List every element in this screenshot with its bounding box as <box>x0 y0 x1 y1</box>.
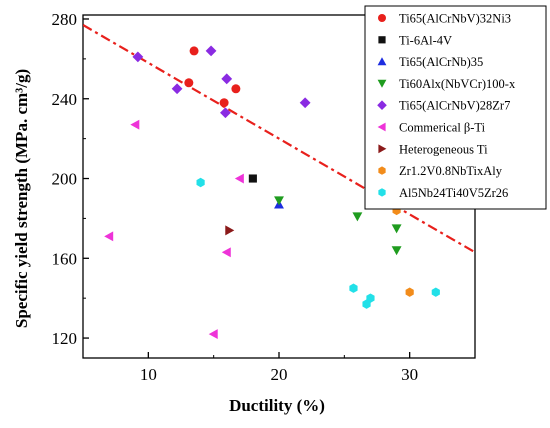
data-point <box>431 287 440 297</box>
data-point <box>171 83 183 95</box>
legend-marker <box>377 100 387 110</box>
data-point <box>299 97 311 109</box>
y-tick-label: 240 <box>52 90 78 109</box>
legend-marker <box>377 122 386 132</box>
data-point <box>132 51 144 63</box>
legend-label: Ti65(AlCrNb)35 <box>399 55 483 69</box>
data-point <box>248 174 257 183</box>
data-point <box>362 299 371 309</box>
data-point <box>196 177 205 188</box>
y-tick-label: 280 <box>52 10 78 29</box>
data-point <box>221 73 233 85</box>
data-point <box>231 84 241 94</box>
legend-marker <box>378 166 386 175</box>
x-tick-label: 30 <box>401 365 418 384</box>
legend-marker <box>378 36 386 44</box>
data-point <box>205 45 217 57</box>
data-point <box>208 329 218 340</box>
legend-marker <box>378 144 387 154</box>
y-tick-label: 160 <box>52 249 78 268</box>
legend-label: Ti60Alx(NbVCr)100-x <box>399 77 516 91</box>
legend-label: Ti65(AlCrNbV)28Zr7 <box>399 99 510 113</box>
legend-marker <box>378 188 386 197</box>
legend-marker <box>378 14 386 22</box>
x-tick-label: 20 <box>271 365 288 384</box>
legend-label: Ti-6Al-4V <box>399 33 452 47</box>
data-point <box>189 46 199 56</box>
legend-label: Heterogeneous Ti <box>399 142 488 156</box>
data-point <box>225 225 235 236</box>
y-tick-label: 120 <box>52 329 78 348</box>
data-point <box>391 246 402 256</box>
legend-label: Al5Nb24Ti40V5Zr26 <box>399 186 508 200</box>
data-point <box>352 212 363 222</box>
y-axis-title: Specific yield strength (MPa. cm³/g) <box>12 69 31 328</box>
data-point <box>234 173 244 184</box>
legend-label: Ti65(AlCrNbV)32Ni3 <box>399 12 511 26</box>
data-point <box>221 247 231 258</box>
data-point <box>220 107 231 119</box>
legend-marker <box>377 57 387 66</box>
legend-box <box>364 5 547 210</box>
data-point <box>274 196 284 206</box>
data-point <box>219 98 229 108</box>
data-point <box>104 231 114 242</box>
data-point <box>391 224 402 234</box>
legend-label: Zr1.2V0.8NbTixAly <box>399 164 503 178</box>
x-axis-title: Ductility (%) <box>229 396 325 415</box>
x-tick-label: 10 <box>140 365 157 384</box>
legend-marker <box>377 79 387 88</box>
data-point <box>184 78 194 88</box>
data-point <box>349 283 358 293</box>
data-point <box>405 287 414 297</box>
y-tick-label: 200 <box>52 170 78 189</box>
legend-label: Commerical β-Ti <box>399 121 486 135</box>
data-point <box>130 119 140 130</box>
trendline <box>83 24 475 254</box>
